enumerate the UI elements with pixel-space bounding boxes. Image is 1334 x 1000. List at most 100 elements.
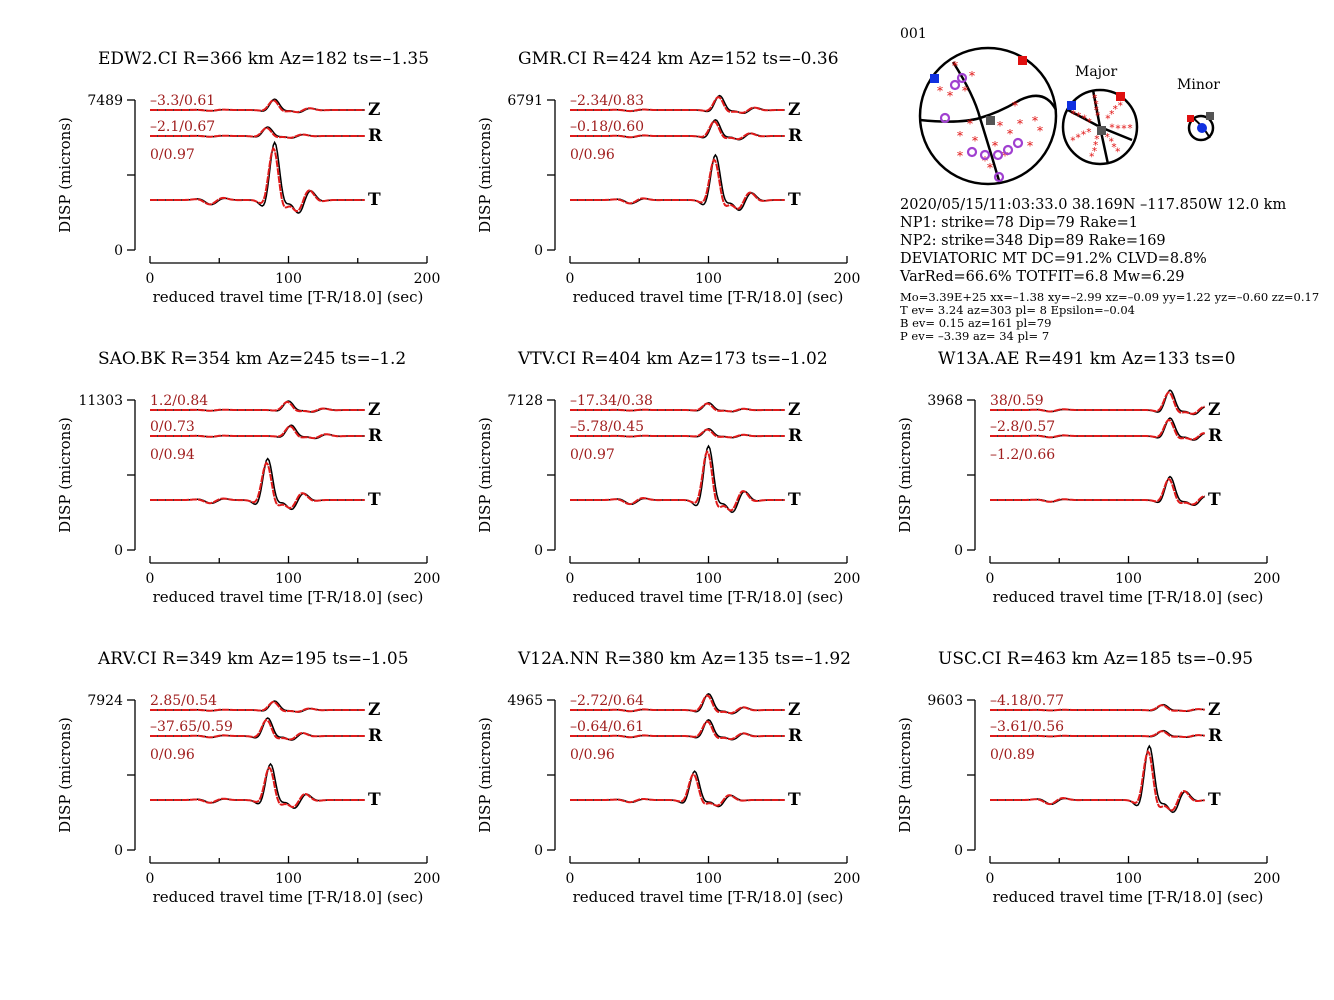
station-panel: V12A.NN R=380 km Az=135 ts=–1.92 4965 0 DIS… (476, 649, 860, 906)
panel-title: GMR.CI R=424 km Az=152 ts=–0.36 (518, 49, 839, 69)
station-panel: USC.CI R=463 km Az=185 ts=–0.95 9603 0 DISP… (896, 649, 1280, 906)
polarity-star: * (1017, 117, 1023, 131)
info-line: VarRed=66.6% TOTFIT=6.8 Mw=6.29 (899, 269, 1185, 285)
info-line: NP2: strike=348 Dip=89 Rake=169 (900, 233, 1166, 249)
polarity-circle (966, 146, 978, 158)
station-panel: SAO.BK R=354 km Az=245 ts=–1.2 11303 0 DISP… (56, 349, 440, 606)
polarity-star: * (952, 59, 958, 73)
synthetic-trace (150, 766, 365, 809)
minor-beachball: Minor (1177, 77, 1220, 142)
component-label: Z (788, 400, 800, 420)
fit-label: 38/0.59 (990, 393, 1044, 409)
fit-label: –2.34/0.83 (570, 93, 644, 109)
polarity-circle (993, 171, 1005, 183)
fit-label: 0/0.89 (990, 747, 1035, 763)
synthetic-trace (570, 772, 785, 807)
component-label: R (788, 126, 803, 146)
y-tick-label: 0 (114, 843, 123, 859)
synthetic-trace (570, 449, 785, 512)
polarity-star: * (1116, 124, 1121, 135)
component-label: R (368, 726, 383, 746)
polarity-star: * (1081, 130, 1086, 141)
p-axis-marker (1197, 123, 1207, 133)
observed-trace (150, 457, 365, 511)
component-label: Z (788, 100, 800, 120)
polarity-star: * (1089, 152, 1094, 163)
component-label: T (788, 490, 801, 510)
component-label: R (1208, 426, 1223, 446)
y-tick-label: 0 (114, 543, 123, 559)
fit-label: 0/0.73 (150, 419, 195, 435)
polarity-star: * (947, 89, 953, 103)
x-tick-label: 0 (566, 271, 575, 287)
t-axis-marker (1187, 115, 1194, 122)
polarity-star: * (1002, 149, 1008, 163)
synthetic-trace (150, 425, 365, 440)
synthetic-trace (150, 700, 365, 713)
x-tick-label: 0 (146, 271, 155, 287)
fit-label: –0.64/0.61 (570, 719, 644, 735)
fit-label: –5.78/0.45 (570, 419, 644, 435)
polarity-circle (979, 149, 991, 161)
polarity-star: * (1122, 124, 1127, 135)
x-axis-label: reduced travel time [T-R/18.0] (sec) (573, 588, 844, 606)
y-axis-label: DISP (microns) (476, 417, 494, 533)
polarity-star: * (957, 129, 963, 143)
synthetic-trace (570, 428, 785, 439)
x-axis-label: reduced travel time [T-R/18.0] (sec) (153, 588, 424, 606)
fit-label: 0/0.97 (570, 447, 615, 463)
fit-label: –1.2/0.66 (990, 447, 1055, 463)
y-tick-label: 7924 (87, 693, 123, 709)
moment-tensor-line: Mo=3.39E+25 xx=–1.38 xy=–2.99 xz=–0.09 y… (900, 290, 1319, 304)
polarity-star: * (1070, 136, 1075, 147)
polarity-circle (956, 72, 968, 84)
polarity-circle (1002, 144, 1014, 156)
y-tick-label: 4965 (507, 693, 543, 709)
x-tick-label: 200 (1254, 571, 1281, 587)
minor-label: Minor (1177, 77, 1220, 93)
main-beachball: * * **************** ** (918, 46, 1058, 186)
component-label: Z (368, 100, 380, 120)
fit-label: 0/0.96 (150, 747, 195, 763)
x-tick-label: 200 (834, 271, 861, 287)
fit-label: 0/0.94 (150, 447, 195, 463)
y-tick-label: 11303 (78, 393, 123, 409)
polarity-star: * (1110, 123, 1115, 134)
info-line: DEVIATORIC MT DC=91.2% CLVD=8.8% (900, 251, 1207, 267)
x-tick-label: 100 (1115, 871, 1142, 887)
y-tick-label: 7128 (507, 393, 543, 409)
synthetic-trace (150, 126, 365, 139)
x-tick-label: 0 (566, 571, 575, 587)
eigen-line: T ev= 3.24 az=303 pl= 8 Epsilon=–0.04 (900, 303, 1135, 317)
polarity-star: * (1092, 146, 1097, 157)
major-label: Major (1075, 64, 1117, 80)
synthetic-trace (150, 99, 365, 114)
component-label: T (368, 190, 381, 210)
y-tick-label: 0 (954, 843, 963, 859)
fit-label: 2.85/0.54 (150, 693, 217, 709)
b-axis-marker (1206, 112, 1214, 120)
component-label: T (1208, 490, 1221, 510)
polarity-star: * (1076, 133, 1081, 144)
x-tick-label: 200 (834, 571, 861, 587)
y-axis-label: DISP (microns) (56, 717, 74, 833)
polarity-star: * (1109, 137, 1114, 148)
y-axis-label: DISP (microns) (476, 117, 494, 233)
x-axis-label: reduced travel time [T-R/18.0] (sec) (153, 888, 424, 906)
y-axis-label: DISP (microns) (56, 417, 74, 533)
station-panel: EDW2.CI R=366 km Az=182 ts=–1.35 7489 0 DIS… (56, 49, 440, 306)
x-tick-label: 100 (275, 271, 302, 287)
info-line: NP1: strike=78 Dip=79 Rake=1 (900, 215, 1138, 231)
fit-label: –4.18/0.77 (990, 693, 1064, 709)
synthetic-trace (990, 749, 1205, 812)
polarity-circle (1012, 137, 1024, 149)
panel-title: VTV.CI R=404 km Az=173 ts=–1.02 (517, 349, 828, 369)
focal-mechanism: * * **************** ** Major ****** ****** *… (918, 46, 1220, 186)
y-tick-label: 0 (954, 543, 963, 559)
synthetic-trace (150, 461, 365, 510)
panel-title: USC.CI R=463 km Az=185 ts=–0.95 (938, 649, 1253, 669)
polarity-star: * (1027, 139, 1033, 153)
x-tick-label: 200 (414, 271, 441, 287)
fit-label: –3.3/0.61 (150, 93, 215, 109)
